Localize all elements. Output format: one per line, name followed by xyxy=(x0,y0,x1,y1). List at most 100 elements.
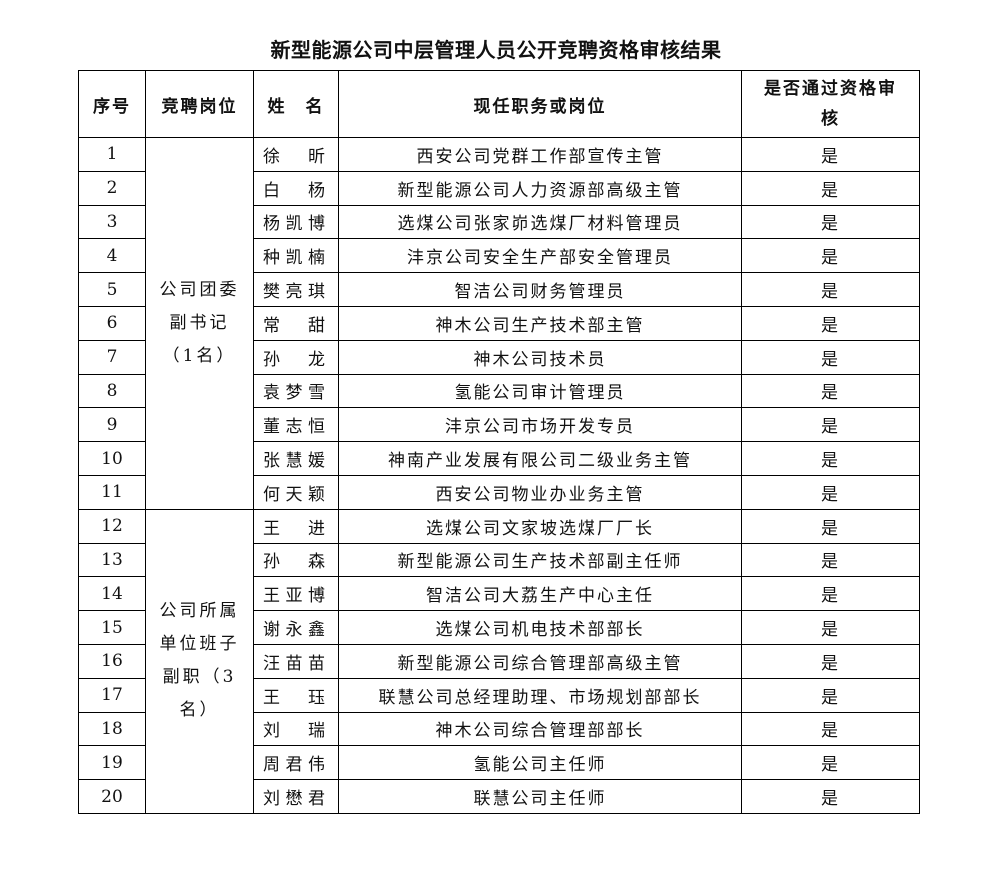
candidate-name: 袁梦雪 xyxy=(263,383,325,404)
current-position: 西安公司党群工作部宣传主管 xyxy=(338,137,742,172)
table-row: 1 公司团委副书记（1名） 徐昕 西安公司党群工作部宣传主管是 xyxy=(78,137,920,510)
current-position: 联慧公司总经理助理、市场规划部部长 xyxy=(338,677,742,713)
row-index: 12 xyxy=(78,508,146,544)
table-row: 11 何天颖 西安公司物业办业务主管是 xyxy=(78,474,920,510)
passed-status: 是 xyxy=(741,711,920,747)
current-position: 沣京公司市场开发专员 xyxy=(338,407,742,443)
candidate-name: 孙龙 xyxy=(263,349,325,370)
passed-status: 是 xyxy=(741,542,920,578)
current-position: 选煤公司文家坡选煤厂厂长 xyxy=(338,508,742,544)
table-row: 17 王珏 联慧公司总经理助理、市场规划部部长是 xyxy=(78,677,920,713)
candidate-name: 董志恒 xyxy=(263,417,325,438)
candidate-name-cell: 王珏 xyxy=(253,677,339,713)
candidate-name-cell: 董志恒 xyxy=(253,407,339,443)
candidate-name-cell: 杨凯博 xyxy=(253,204,339,240)
candidate-name: 张慧媛 xyxy=(263,451,325,472)
row-index: 6 xyxy=(78,305,146,341)
candidate-name: 刘瑞 xyxy=(263,721,325,742)
passed-status: 是 xyxy=(741,204,920,240)
row-index: 13 xyxy=(78,542,146,578)
table-row: 18 刘瑞 神木公司综合管理部部长是 xyxy=(78,711,920,747)
table-row: 5 樊亮琪 智洁公司财务管理员是 xyxy=(78,272,920,307)
row-index: 3 xyxy=(78,204,146,240)
header-passed: 是否通过资格审核 xyxy=(741,70,920,138)
candidate-name: 何天颖 xyxy=(263,484,325,505)
table-row: 19 周君伟 氢能公司主任师是 xyxy=(78,745,920,781)
passed-status: 是 xyxy=(741,576,920,612)
row-index: 19 xyxy=(78,745,146,781)
table-row: 6 常甜 神木公司生产技术部主管是 xyxy=(78,305,920,341)
candidate-name-cell: 刘瑞 xyxy=(253,711,339,747)
passed-status: 是 xyxy=(741,170,920,206)
row-index: 17 xyxy=(78,677,146,713)
candidate-name-cell: 袁梦雪 xyxy=(253,373,339,409)
current-position: 沣京公司安全生产部安全管理员 xyxy=(338,238,742,274)
current-position: 西安公司物业办业务主管 xyxy=(338,474,742,510)
candidate-name-cell: 王进 xyxy=(253,508,339,544)
passed-status: 是 xyxy=(741,238,920,274)
table-row: 3 杨凯博 选煤公司张家峁选煤厂材料管理员是 xyxy=(78,204,920,240)
candidate-name-cell: 白杨 xyxy=(253,170,339,206)
candidate-name: 王亚博 xyxy=(263,586,325,607)
current-position: 氢能公司主任师 xyxy=(338,745,742,781)
candidate-name: 孙森 xyxy=(263,552,325,573)
table-row: 14 王亚博 智洁公司大荔生产中心主任是 xyxy=(78,576,920,612)
candidate-name-cell: 种凯楠 xyxy=(253,238,339,274)
candidate-name-cell: 张慧媛 xyxy=(253,441,339,476)
candidate-name-cell: 孙龙 xyxy=(253,339,339,375)
candidate-name: 周君伟 xyxy=(263,755,325,776)
passed-status: 是 xyxy=(741,305,920,341)
table-row: 9 董志恒 沣京公司市场开发专员是 xyxy=(78,407,920,443)
row-index: 20 xyxy=(78,779,146,814)
current-position: 选煤公司机电技术部部长 xyxy=(338,610,742,645)
passed-status: 是 xyxy=(741,407,920,443)
candidate-name-cell: 樊亮琪 xyxy=(253,272,339,307)
current-position: 新型能源公司生产技术部副主任师 xyxy=(338,542,742,578)
current-position: 神木公司技术员 xyxy=(338,339,742,375)
passed-status: 是 xyxy=(741,373,920,409)
current-position: 智洁公司大荔生产中心主任 xyxy=(338,576,742,612)
table-row: 12 公司所属单位班子副职（3名） 王进 选煤公司文家坡选煤厂厂长是 xyxy=(78,508,920,814)
candidate-name-cell: 何天颖 xyxy=(253,474,339,510)
candidate-name: 王珏 xyxy=(263,687,325,708)
candidate-name-cell: 汪苗苗 xyxy=(253,643,339,679)
row-index: 7 xyxy=(78,339,146,375)
candidate-name: 杨凯博 xyxy=(263,214,325,235)
passed-status: 是 xyxy=(741,508,920,544)
table-row: 20 刘懋君 联慧公司主任师是 xyxy=(78,779,920,814)
row-index: 9 xyxy=(78,407,146,443)
table-row: 8 袁梦雪 氢能公司审计管理员是 xyxy=(78,373,920,409)
candidate-name: 徐昕 xyxy=(263,146,325,167)
row-index: 1 xyxy=(78,137,146,172)
position-group: 公司团委副书记（1名） xyxy=(145,137,254,510)
candidate-name-cell: 周君伟 xyxy=(253,745,339,781)
row-index: 10 xyxy=(78,441,146,476)
row-index: 8 xyxy=(78,373,146,409)
candidate-name: 种凯楠 xyxy=(263,248,325,269)
document-title: 新型能源公司中层管理人员公开竞聘资格审核结果 xyxy=(270,38,722,62)
header-index: 序号 xyxy=(78,70,146,138)
candidate-name: 樊亮琪 xyxy=(263,282,325,303)
current-position: 联慧公司主任师 xyxy=(338,779,742,814)
current-position: 氢能公司审计管理员 xyxy=(338,373,742,409)
row-index: 5 xyxy=(78,272,146,307)
passed-status: 是 xyxy=(741,779,920,814)
header-name: 姓 名 xyxy=(253,70,339,138)
passed-status: 是 xyxy=(741,677,920,713)
row-index: 4 xyxy=(78,238,146,274)
row-index: 14 xyxy=(78,576,146,612)
qualification-table: 序号 竞聘岗位 姓 名 现任职务或岗位 是否通过资格审核 1 公司团委副书记（1名… xyxy=(78,70,920,814)
candidate-name-cell: 徐昕 xyxy=(253,137,339,172)
candidate-name: 常甜 xyxy=(263,315,325,336)
current-position: 选煤公司张家峁选煤厂材料管理员 xyxy=(338,204,742,240)
candidate-name-cell: 常甜 xyxy=(253,305,339,341)
current-position: 神木公司综合管理部部长 xyxy=(338,711,742,747)
current-position: 智洁公司财务管理员 xyxy=(338,272,742,307)
passed-status: 是 xyxy=(741,745,920,781)
header-position: 竞聘岗位 xyxy=(145,70,254,138)
row-index: 16 xyxy=(78,643,146,679)
passed-status: 是 xyxy=(741,441,920,476)
passed-status: 是 xyxy=(741,474,920,510)
passed-status: 是 xyxy=(741,137,920,172)
passed-status: 是 xyxy=(741,643,920,679)
